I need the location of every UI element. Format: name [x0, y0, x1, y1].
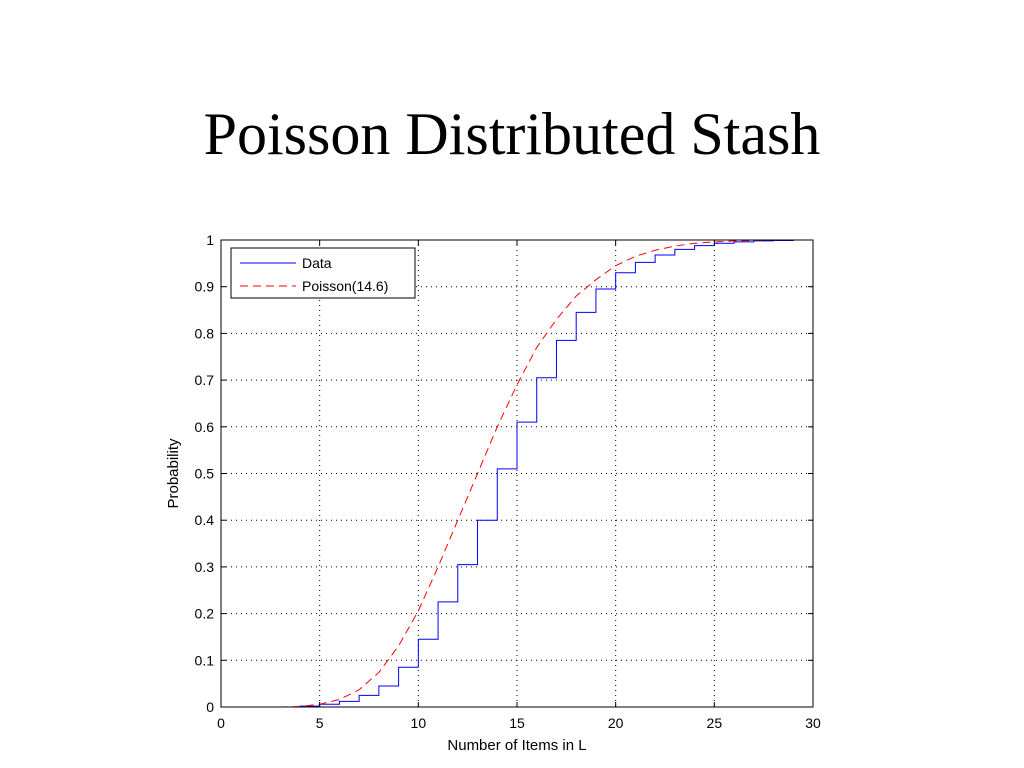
- legend-box: [230, 247, 416, 299]
- x-tick-label: 30: [805, 715, 821, 731]
- y-tick-label: 0.8: [195, 325, 215, 341]
- x-axis-label: Number of Items in L: [447, 737, 586, 754]
- slide-title: Poisson Distributed Stash: [203, 101, 821, 167]
- legend: Data Poisson(14.6): [230, 247, 416, 299]
- x-tick-label: 25: [707, 715, 723, 731]
- y-tick-label: 0.5: [195, 466, 215, 482]
- x-tick-label: 10: [411, 715, 427, 731]
- y-tick-label: 0.4: [195, 512, 215, 528]
- y-tick-label: 0: [206, 699, 214, 715]
- y-tick-label: 0.3: [195, 559, 215, 575]
- legend-entry-data: Data: [302, 255, 332, 271]
- y-axis-label: Probability: [165, 438, 182, 509]
- y-tick-label: 0.6: [195, 419, 215, 435]
- y-tick-label: 0.1: [195, 652, 215, 668]
- axis-ticks: 0 5 10 15 20 25 30 0 0.1 0.2 0.3 0.4 0.5 0.6 0.7 0.8 0.9…: [195, 232, 821, 731]
- x-tick-label: 15: [509, 715, 525, 731]
- y-tick-label: 0.2: [195, 606, 215, 622]
- series-line-poisson: [240, 239, 813, 708]
- y-tick-label: 0.7: [195, 372, 215, 388]
- y-tick-label: 0.9: [195, 279, 215, 295]
- legend-entry-poisson: Poisson(14.6): [302, 278, 388, 294]
- y-tick-label: 1: [206, 232, 214, 248]
- x-tick-label: 20: [608, 715, 624, 731]
- x-tick-label: 5: [316, 715, 324, 731]
- grid-lines: [221, 240, 813, 707]
- x-tick-label: 0: [217, 715, 225, 731]
